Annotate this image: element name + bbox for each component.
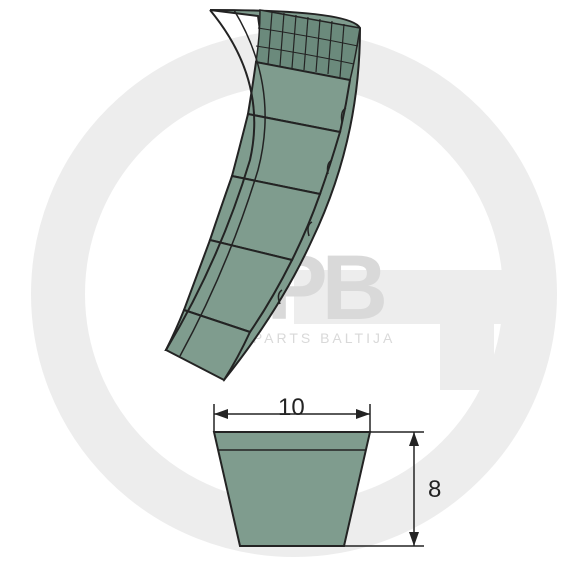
width-dim-label: 10: [278, 394, 305, 422]
belt-cross-section: [214, 432, 370, 546]
height-dim-label: 8: [428, 476, 441, 504]
diagram: [0, 0, 588, 588]
belt-curved-profile: [166, 10, 360, 380]
